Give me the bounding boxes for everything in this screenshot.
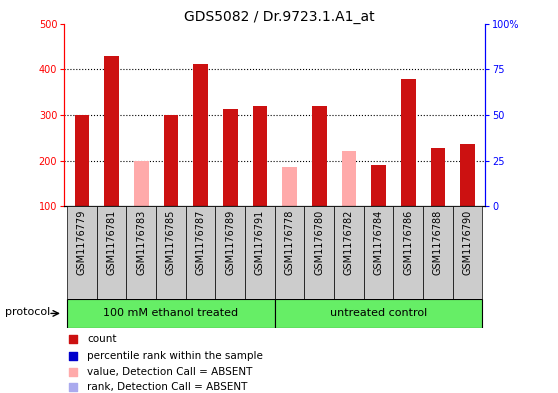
Text: GSM1176780: GSM1176780 — [314, 210, 324, 275]
Bar — [67, 299, 275, 328]
Text: GSM1176781: GSM1176781 — [107, 210, 117, 275]
Bar — [245, 206, 275, 299]
Point — [68, 369, 77, 375]
Bar — [193, 64, 208, 206]
Bar — [104, 55, 119, 206]
Bar — [305, 206, 334, 299]
Text: GSM1176791: GSM1176791 — [255, 210, 265, 275]
Bar — [215, 206, 245, 299]
Point — [68, 384, 77, 390]
Text: protocol: protocol — [5, 307, 50, 317]
Text: value, Detection Call = ABSENT: value, Detection Call = ABSENT — [88, 367, 253, 377]
Bar — [156, 206, 186, 299]
Bar — [431, 148, 445, 206]
Text: 100 mM ethanol treated: 100 mM ethanol treated — [103, 309, 238, 318]
Bar — [275, 299, 483, 328]
Text: count: count — [88, 334, 117, 344]
Text: GSM1176787: GSM1176787 — [196, 210, 206, 275]
Bar — [312, 106, 327, 206]
Bar — [282, 167, 297, 206]
Bar — [341, 151, 357, 206]
Text: GSM1176779: GSM1176779 — [77, 210, 87, 275]
Bar — [393, 206, 423, 299]
Bar — [371, 165, 386, 206]
Bar — [127, 206, 156, 299]
Bar — [423, 206, 453, 299]
Text: GDS5082 / Dr.9723.1.A1_at: GDS5082 / Dr.9723.1.A1_at — [184, 10, 374, 24]
Text: rank, Detection Call = ABSENT: rank, Detection Call = ABSENT — [88, 382, 248, 392]
Bar — [67, 206, 97, 299]
Text: GSM1176788: GSM1176788 — [433, 210, 443, 275]
Bar — [364, 206, 393, 299]
Bar — [453, 206, 483, 299]
Text: GSM1176783: GSM1176783 — [136, 210, 146, 275]
Bar — [163, 115, 179, 206]
Text: GSM1176785: GSM1176785 — [166, 210, 176, 275]
Text: percentile rank within the sample: percentile rank within the sample — [88, 351, 263, 360]
Text: GSM1176789: GSM1176789 — [225, 210, 235, 275]
Bar — [275, 206, 305, 299]
Bar — [186, 206, 215, 299]
Point — [68, 353, 77, 359]
Bar — [97, 206, 127, 299]
Bar — [253, 106, 267, 206]
Text: untreated control: untreated control — [330, 309, 427, 318]
Bar — [134, 161, 149, 206]
Text: GSM1176782: GSM1176782 — [344, 210, 354, 275]
Text: GSM1176784: GSM1176784 — [374, 210, 384, 275]
Text: GSM1176790: GSM1176790 — [463, 210, 473, 275]
Bar — [401, 79, 416, 206]
Bar — [223, 110, 238, 206]
Bar — [75, 115, 89, 206]
Text: GSM1176786: GSM1176786 — [403, 210, 413, 275]
Point — [68, 336, 77, 342]
Bar — [460, 144, 475, 206]
Bar — [334, 206, 364, 299]
Text: GSM1176778: GSM1176778 — [285, 210, 295, 275]
